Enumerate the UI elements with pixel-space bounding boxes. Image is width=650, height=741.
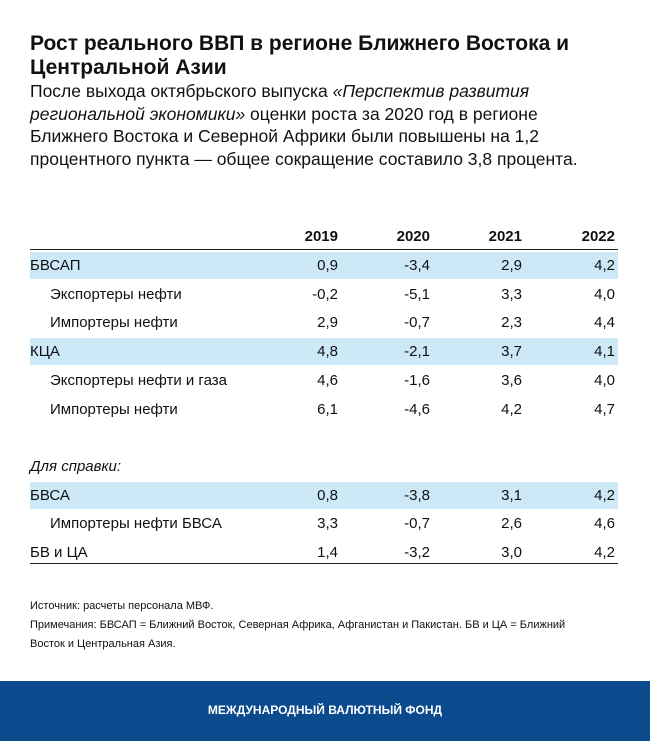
header-rule <box>30 249 618 250</box>
row-label: Экспортеры нефти <box>50 285 182 303</box>
value-cell: 4,2 <box>501 400 522 418</box>
value-cell: -1,6 <box>404 371 430 389</box>
reference-label: Для справки: <box>30 458 122 475</box>
value-cell: 4,6 <box>317 371 338 389</box>
row-label: БВСАП <box>30 257 81 274</box>
value-cell: 4,2 <box>594 487 615 504</box>
footer-text: МЕЖДУНАРОДНЫЙ ВАЛЮТНЫЙ ФОНД <box>207 703 443 717</box>
value-cell: 2,6 <box>501 515 522 533</box>
row-label: Импортеры нефти <box>50 314 178 332</box>
value-cell: -0,7 <box>404 515 430 533</box>
value-cell: 2,3 <box>501 314 522 332</box>
value-cell: 0,9 <box>317 257 338 274</box>
value-cell: 4,8 <box>317 343 338 361</box>
value-cell: 3,6 <box>501 371 522 389</box>
value-cell: -3,2 <box>404 543 430 561</box>
value-cell: -0,2 <box>312 285 338 303</box>
column-header: 2022 <box>581 228 615 245</box>
value-cell: 3,3 <box>317 515 338 533</box>
subtitle-text: После выхода октябрьского выпуска <box>30 81 333 101</box>
row-label: Импортеры нефти <box>50 400 178 418</box>
row-label: Экспортеры нефти и газа <box>50 371 227 389</box>
subtitle-italic: «Перспектив развития региональной эконом… <box>30 81 530 124</box>
value-cell: -4,6 <box>404 400 430 418</box>
value-cell: 3,7 <box>501 343 522 361</box>
value-cell: 2,9 <box>317 314 338 332</box>
subtitle: После выхода октябрьского выпуска «Персп… <box>30 80 620 170</box>
row-label: КЦА <box>30 343 60 361</box>
row-label: БВСА <box>30 487 70 504</box>
subtitle-text: оценки роста за 2020 год в регионе Ближн… <box>30 103 578 169</box>
footer: МЕЖДУНАРОДНЫЙ ВАЛЮТНЫЙ ФОНД <box>0 681 650 741</box>
column-header: 2019 <box>304 228 338 245</box>
value-cell: -2,1 <box>404 343 430 361</box>
value-cell: 2,9 <box>501 257 522 274</box>
value-cell: 4,0 <box>594 371 615 389</box>
title: Рост реального ВВП в регионе Ближнего Во… <box>30 32 569 79</box>
value-cell: 6,1 <box>317 400 338 418</box>
bottom-rule <box>30 563 618 564</box>
value-cell: 1,4 <box>317 543 338 561</box>
value-cell: -3,8 <box>404 487 430 504</box>
row-highlight <box>30 482 618 509</box>
source-note: Источник: расчеты персонала МВФ. <box>30 600 214 612</box>
row-highlight <box>30 338 618 366</box>
column-header: 2021 <box>488 228 522 245</box>
value-cell: 0,8 <box>317 487 338 504</box>
row-label: БВ и ЦА <box>30 543 88 561</box>
value-cell: 3,3 <box>501 285 522 303</box>
value-cell: -3,4 <box>404 257 430 274</box>
value-cell: 4,1 <box>594 343 615 361</box>
table: 2019 2020 2021 2022 БВСАП 0,9 -3,4 2,9 4,2 Экспор… <box>30 228 618 564</box>
value-cell: 4,4 <box>594 314 615 332</box>
value-cell: 4,2 <box>594 543 615 561</box>
column-header: 2020 <box>396 228 430 245</box>
value-cell: -0,7 <box>404 314 430 332</box>
value-cell: 4,0 <box>594 285 615 303</box>
value-cell: 3,1 <box>501 487 522 504</box>
row-label: Импортеры нефти БВСА <box>50 515 222 533</box>
value-cell: 3,0 <box>501 543 522 561</box>
value-cell: 4,7 <box>594 400 615 418</box>
row-highlight <box>30 252 618 279</box>
remarks-note: Примечания: БВСАП = Ближний Восток, Севе… <box>30 619 566 650</box>
value-cell: 4,6 <box>594 515 615 533</box>
value-cell: -5,1 <box>404 285 430 303</box>
value-cell: 4,2 <box>594 257 615 274</box>
